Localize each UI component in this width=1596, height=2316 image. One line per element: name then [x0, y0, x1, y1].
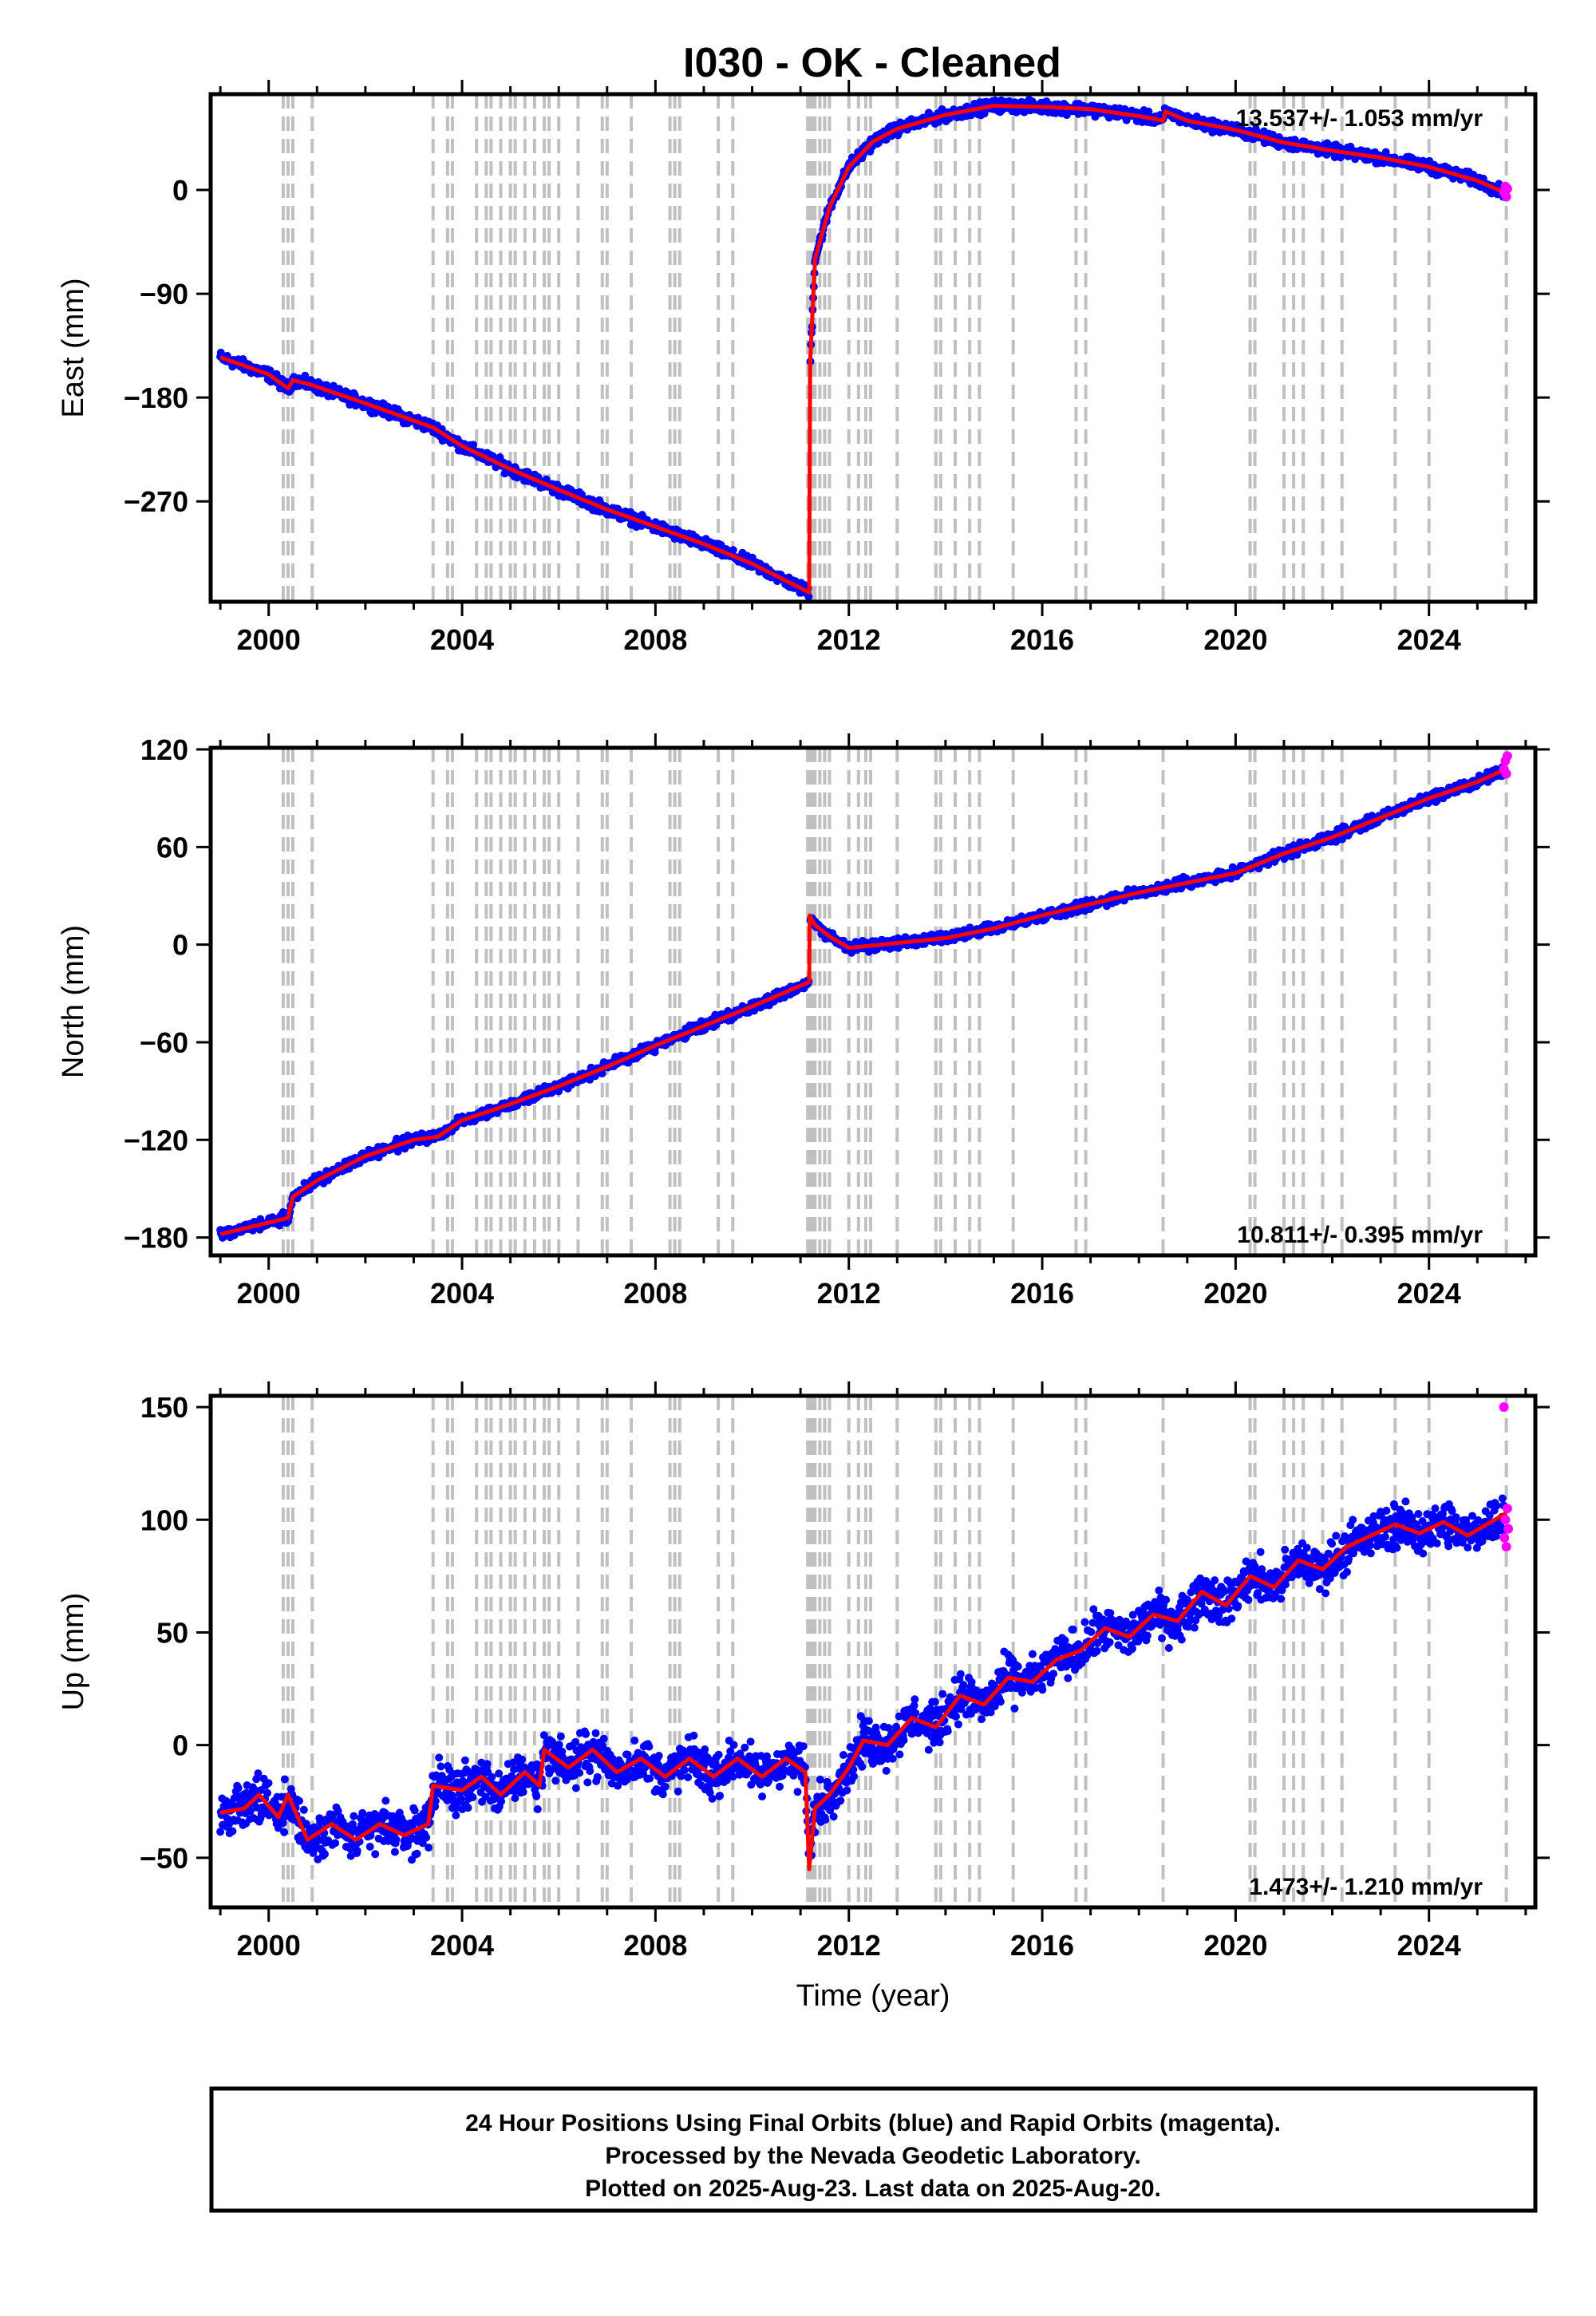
- final-point: [254, 1769, 263, 1778]
- x-tick-label: 2024: [1397, 623, 1461, 656]
- final-point: [234, 1784, 243, 1792]
- x-tick-label: 2020: [1203, 623, 1267, 656]
- velocity-label: 13.537+/- 1.053 mm/yr: [1236, 105, 1483, 132]
- y-axis-label: East (mm): [57, 278, 90, 417]
- x-tick-label: 2004: [430, 623, 494, 656]
- final-point: [280, 1828, 289, 1836]
- y-tick-label: 0: [172, 929, 188, 962]
- x-tick-label: 2024: [1397, 1277, 1461, 1310]
- x-tick-label: 2016: [1010, 1277, 1074, 1310]
- rapid-point: [1501, 192, 1511, 202]
- final-point: [331, 1839, 340, 1848]
- final-point: [263, 1788, 271, 1797]
- x-tick-label: 2012: [817, 623, 881, 656]
- velocity-label: 10.811+/- 0.395 mm/yr: [1237, 1222, 1483, 1248]
- y-tick-label: −90: [140, 278, 188, 310]
- plot-area: [216, 1396, 1514, 1907]
- y-tick-label: −180: [124, 381, 188, 414]
- final-point: [729, 546, 737, 555]
- final-point: [1144, 107, 1153, 116]
- x-tick-label: 2016: [1010, 623, 1074, 656]
- x-tick-label: 2020: [1203, 1277, 1267, 1310]
- rapid-orbit-points: [1499, 751, 1512, 779]
- x-tick-label: 2004: [430, 1277, 494, 1310]
- final-point: [279, 1819, 287, 1828]
- final-point: [228, 1827, 237, 1836]
- x-tick-label: 2000: [237, 623, 301, 656]
- y-tick-label: 60: [156, 831, 188, 864]
- y-tick-label: 120: [140, 733, 188, 766]
- plot-frame: [208, 92, 1538, 604]
- x-tick-label: 2012: [817, 1277, 881, 1310]
- rapid-point: [1502, 751, 1512, 761]
- final-point: [321, 1850, 329, 1859]
- plot-area: [216, 748, 1512, 1255]
- final-orbit-points: [216, 95, 1508, 601]
- plot-frame: [208, 745, 1538, 1258]
- final-point: [804, 592, 813, 601]
- final-point: [299, 1805, 308, 1814]
- final-point: [246, 1807, 255, 1816]
- final-point: [216, 1828, 225, 1836]
- rapid-point: [1502, 184, 1512, 194]
- north-panel: 2000 2004 2008 2012 2016 2020 2024 −180 −120 −60 0…: [57, 733, 1550, 1310]
- y-axis-label: North (mm): [57, 925, 90, 1078]
- chart-title: I030 - OK - Cleaned: [683, 40, 1061, 86]
- east-panel: 2000 2004 2008 2012 2016 2020 2024 −270 −180 −90 0…: [57, 80, 1550, 656]
- final-point: [334, 1807, 342, 1816]
- y-tick-label: −270: [124, 485, 188, 518]
- y-tick-label: −120: [124, 1124, 188, 1156]
- model-line: [219, 104, 1507, 595]
- final-orbit-points: [216, 763, 1508, 1242]
- up-panel: 2000 2004 2008 2012 2016 2020 2024−50050100150…: [57, 1381, 1550, 2013]
- rapid-orbit-points: [1499, 181, 1512, 202]
- final-point: [280, 1775, 289, 1784]
- final-point: [264, 1779, 273, 1788]
- plot-area: [216, 94, 1512, 602]
- final-point: [295, 1796, 303, 1805]
- rapid-point: [1501, 769, 1511, 779]
- x-tick-label: 2008: [623, 1277, 687, 1310]
- y-tick-label: −180: [124, 1222, 188, 1255]
- final-orbit-points: [216, 1494, 1508, 1864]
- model-line: [219, 767, 1507, 1236]
- x-tick-label: 2008: [623, 623, 687, 656]
- y-tick-label: −60: [140, 1026, 188, 1059]
- x-tick-label: 2000: [237, 1277, 301, 1310]
- y-tick-label: 0: [172, 174, 188, 207]
